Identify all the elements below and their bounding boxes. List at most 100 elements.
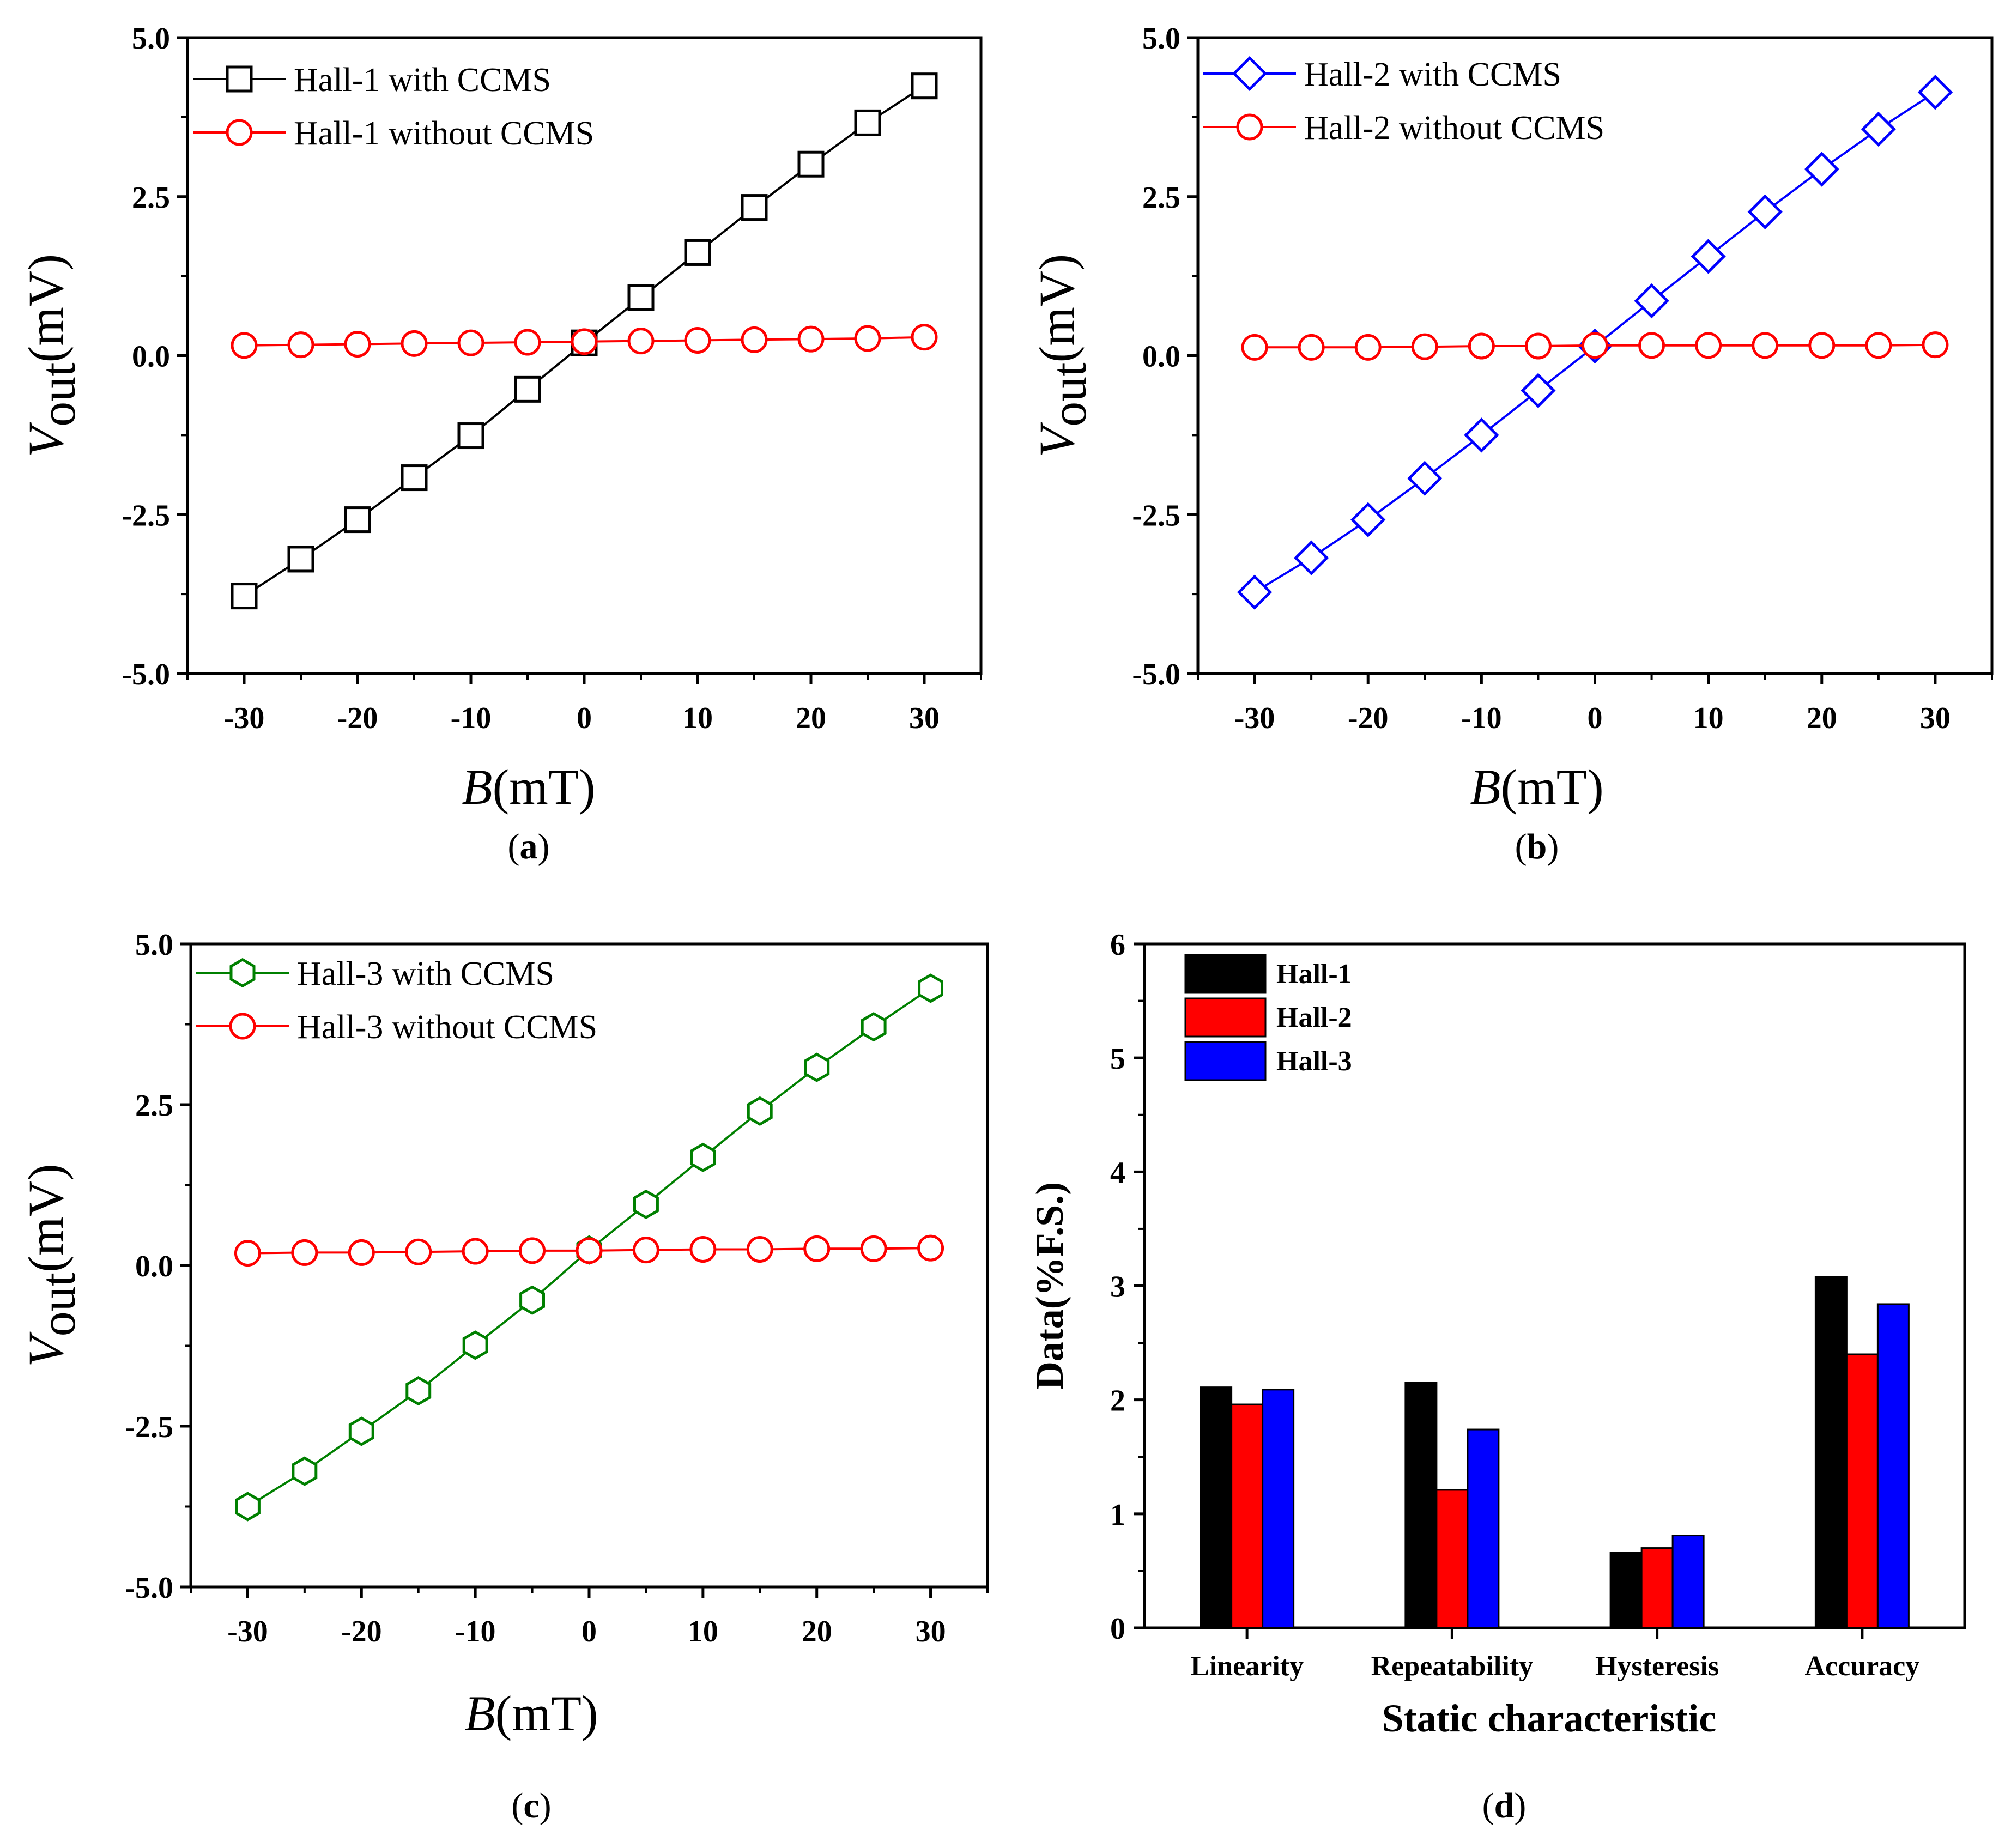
y-tick-label: 0.0 bbox=[132, 340, 170, 374]
data-point bbox=[627, 328, 655, 355]
x-tick-label: -10 bbox=[455, 1615, 496, 1649]
legend-marker bbox=[1236, 113, 1263, 141]
data-point bbox=[747, 1096, 773, 1126]
data-point bbox=[348, 1416, 374, 1446]
series-hall-1-without-ccms bbox=[231, 324, 938, 359]
panel-label: (d) bbox=[1482, 1786, 1527, 1826]
legend-marker bbox=[1232, 56, 1268, 92]
bar bbox=[1814, 1276, 1848, 1629]
x-tick-label: 20 bbox=[796, 701, 826, 735]
y-axis-symbol: V bbox=[1029, 421, 1085, 457]
y-tick-label: 5.0 bbox=[135, 928, 173, 962]
y-tick-label: 5.0 bbox=[132, 22, 170, 56]
panel-c: -30 -20 -10 0 10 20 30 5.0 2.5 0.0 -2.5 -5.0 Hall-3 … bbox=[18, 928, 989, 1826]
bar bbox=[1404, 1382, 1438, 1629]
legend-swatch bbox=[1184, 997, 1267, 1038]
x-tick-label: 30 bbox=[909, 701, 940, 735]
x-axis-unit: (mT) bbox=[1501, 759, 1604, 815]
panel-letter: c bbox=[523, 1786, 539, 1826]
y-tick-label: 6 bbox=[1110, 928, 1125, 962]
x-axis-symbol: B bbox=[1470, 759, 1500, 815]
legend-label: Hall-1 bbox=[1276, 959, 1352, 990]
x-tick-label: 0 bbox=[1588, 701, 1603, 735]
legend-marker bbox=[226, 119, 253, 146]
data-point bbox=[911, 72, 938, 100]
data-point bbox=[235, 1492, 261, 1522]
panel-b: -30 -20 -10 0 10 20 30 5.0 2.5 0.0 -2.5 -5.0 Hall-2 … bbox=[1029, 22, 1994, 867]
y-axis-label: Vout(mV) bbox=[1029, 254, 1097, 457]
data-point bbox=[911, 324, 938, 351]
data-point bbox=[576, 1237, 603, 1264]
legend-entry: Hall-1 without CCMS bbox=[193, 115, 594, 152]
y-tick-label: 2.5 bbox=[135, 1089, 173, 1123]
x-tick-label: -30 bbox=[1234, 701, 1275, 735]
data-point bbox=[917, 1234, 944, 1262]
data-point bbox=[741, 326, 768, 353]
x-tick-label: -20 bbox=[1348, 701, 1389, 735]
x-tick-label: -30 bbox=[224, 701, 265, 735]
x-axis-unit: (mT) bbox=[493, 759, 596, 815]
y-axis-unit: (mV) bbox=[18, 1164, 74, 1272]
panel-a: -30 -20 -10 0 10 20 30 5.0 2.5 0.0 -2.5 -5.0 Hall-1 … bbox=[18, 22, 983, 867]
panel-label: (c) bbox=[511, 1786, 551, 1826]
data-point bbox=[1638, 332, 1665, 359]
x-tick-label: 20 bbox=[802, 1615, 832, 1649]
y-tick-label: 4 bbox=[1110, 1156, 1125, 1190]
x-tick-label: -30 bbox=[227, 1615, 268, 1649]
y-axis-label: Vout(mV) bbox=[18, 254, 86, 457]
y-tick-label: 1 bbox=[1110, 1498, 1125, 1532]
y-tick-label: 2.5 bbox=[132, 181, 170, 215]
x-tick-label: 10 bbox=[688, 1615, 718, 1649]
data-point bbox=[519, 1237, 546, 1264]
data-point bbox=[292, 1456, 318, 1486]
data-point bbox=[462, 1238, 489, 1265]
legend-swatch bbox=[1184, 1041, 1267, 1081]
y-axis-unit: (mV) bbox=[1029, 254, 1085, 362]
data-point bbox=[632, 1237, 659, 1264]
legend-entry: Hall-3 with CCMS bbox=[196, 955, 554, 992]
legend-label: Hall-1 without CCMS bbox=[294, 115, 594, 152]
data-point bbox=[287, 546, 314, 573]
data-point bbox=[627, 284, 655, 311]
data-point bbox=[1524, 332, 1552, 360]
legend-label: Hall-2 with CCMS bbox=[1304, 56, 1561, 93]
data-point bbox=[1582, 332, 1608, 359]
data-point bbox=[1691, 239, 1726, 274]
legend-label: Hall-3 with CCMS bbox=[297, 955, 554, 992]
data-point bbox=[854, 325, 881, 352]
x-tick-label: Accuracy bbox=[1804, 1651, 1919, 1682]
data-point bbox=[291, 1239, 318, 1266]
bar bbox=[1640, 1547, 1674, 1629]
data-point bbox=[1411, 333, 1438, 360]
data-point bbox=[1354, 334, 1382, 361]
bar bbox=[1262, 1389, 1295, 1629]
data-point bbox=[1808, 332, 1836, 359]
x-tick-label: 10 bbox=[1693, 701, 1724, 735]
data-point bbox=[457, 329, 484, 356]
legend-entry: Hall-1 with CCMS bbox=[193, 62, 551, 99]
data-point bbox=[803, 1235, 831, 1262]
legend-entry: Hall-2 without CCMS bbox=[1203, 110, 1604, 147]
data-point bbox=[684, 239, 711, 266]
bar bbox=[1435, 1489, 1469, 1629]
data-point bbox=[797, 325, 825, 353]
legend-entry: Hall-2 with CCMS bbox=[1203, 56, 1561, 93]
y-tick-label: -5.0 bbox=[1132, 658, 1180, 692]
bar bbox=[1231, 1403, 1264, 1629]
y-tick-label: 0.0 bbox=[135, 1250, 173, 1283]
data-point bbox=[1298, 334, 1325, 361]
data-point bbox=[405, 1238, 432, 1265]
data-point bbox=[633, 1189, 659, 1219]
data-point bbox=[684, 326, 711, 354]
data-point bbox=[462, 1330, 488, 1360]
x-axis-symbol: B bbox=[462, 759, 492, 815]
data-point bbox=[1861, 111, 1896, 147]
data-point bbox=[1865, 332, 1892, 359]
data-point bbox=[1752, 332, 1779, 359]
data-point bbox=[918, 973, 943, 1003]
data-point bbox=[804, 1052, 830, 1082]
data-point bbox=[1350, 502, 1386, 537]
y-axis-label: Data(%F.S.) bbox=[1028, 1182, 1071, 1390]
x-tick-label: -20 bbox=[337, 701, 378, 735]
data-point bbox=[1237, 574, 1273, 610]
